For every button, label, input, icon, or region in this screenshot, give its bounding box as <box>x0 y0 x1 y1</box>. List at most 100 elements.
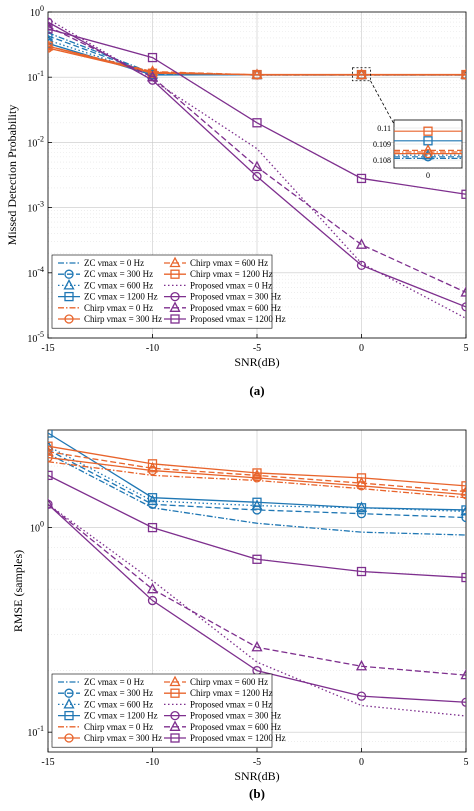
legend-marker <box>64 733 74 743</box>
inset-data-point <box>422 144 434 155</box>
legend-entry: Chirp νmax = 0 Hz <box>58 722 153 732</box>
data-point <box>252 497 262 507</box>
x-axis-label: SNR(dB) <box>234 355 279 369</box>
data-point <box>48 20 54 31</box>
legend-entry: ZC νmax = 600 Hz <box>58 279 153 290</box>
legend-entry: Proposed νmax = 1200 Hz <box>164 314 286 324</box>
series-line <box>48 449 466 519</box>
legend-entry: Proposed νmax = 300 Hz <box>164 711 281 721</box>
data-point <box>461 189 466 199</box>
legend-label: ZC νmax = 600 Hz <box>84 280 153 290</box>
legend-entry: ZC νmax = 0 Hz <box>58 677 144 687</box>
data-point <box>355 238 368 249</box>
x-tick-label: -10 <box>146 343 159 354</box>
legend-label: Proposed νmax = 300 Hz <box>190 292 281 302</box>
data-point <box>356 566 367 577</box>
data-point <box>48 430 53 438</box>
legend-label: Proposed νmax = 600 Hz <box>190 303 281 313</box>
legend-label: Chirp νmax = 600 Hz <box>190 258 268 268</box>
data-point <box>461 697 466 707</box>
series-group <box>48 17 466 319</box>
data-point <box>461 505 466 515</box>
series-line <box>48 25 466 294</box>
data-point <box>461 302 466 312</box>
legend-marker <box>64 291 74 302</box>
legend-label: Chirp νmax = 0 Hz <box>84 722 153 732</box>
series-line <box>48 503 466 703</box>
legend-entry: Chirp νmax = 1200 Hz <box>164 688 273 698</box>
data-point <box>48 497 54 509</box>
data-point <box>147 493 158 503</box>
legend-label: Proposed νmax = 0 Hz <box>190 280 272 290</box>
series-line <box>48 432 466 511</box>
legend-entry: Proposed νmax = 600 Hz <box>164 301 281 313</box>
data-point <box>48 24 53 34</box>
x-tick-label: -15 <box>41 343 54 354</box>
y-tick-label: 100 <box>30 520 44 535</box>
zoom-connector <box>370 80 395 125</box>
data-point <box>461 512 466 523</box>
legend-label: Proposed νmax = 1200 Hz <box>190 314 286 324</box>
legend-label: ZC νmax = 1200 Hz <box>84 292 158 302</box>
legend-marker <box>170 269 180 279</box>
legend-entry: ZC νmax = 0 Hz <box>58 258 144 268</box>
data-point <box>460 286 466 297</box>
x-tick-label: 5 <box>464 757 469 768</box>
data-point <box>147 52 158 63</box>
legend-entry: Proposed νmax = 300 Hz <box>164 292 281 302</box>
data-point <box>251 499 263 510</box>
legend-entry: Chirp νmax = 300 Hz <box>58 314 162 324</box>
data-point <box>147 459 158 469</box>
legend-box <box>51 254 273 329</box>
legend-entry: Proposed νmax = 600 Hz <box>164 720 281 732</box>
data-point <box>251 640 263 652</box>
data-point <box>461 481 466 491</box>
data-point <box>461 69 466 80</box>
legend-label: Chirp νmax = 300 Hz <box>84 733 162 743</box>
data-point <box>147 68 158 78</box>
data-point <box>146 70 159 82</box>
legend-entry: ZC νmax = 300 Hz <box>58 688 153 698</box>
inset-y-tick-label: 0.109 <box>373 140 391 149</box>
data-point <box>48 41 53 51</box>
inset-y-tick-label: 0.108 <box>373 156 391 165</box>
data-point <box>460 485 466 496</box>
legend-marker <box>170 314 180 324</box>
y-tick-label: 10-5 <box>27 330 44 345</box>
data-point <box>252 171 262 182</box>
legend-label: Proposed νmax = 0 Hz <box>190 699 272 709</box>
data-point <box>252 468 262 478</box>
legend-entry: ZC νmax = 1200 Hz <box>58 292 158 302</box>
legend-entry: Proposed νmax = 0 Hz <box>164 280 272 290</box>
legend-marker <box>169 256 181 268</box>
x-tick-label: 0 <box>359 343 364 354</box>
data-point <box>48 31 53 41</box>
series-line <box>48 456 466 496</box>
data-point <box>146 494 159 506</box>
legend-entry: Chirp νmax = 600 Hz <box>164 675 268 687</box>
legend-marker <box>63 698 75 709</box>
panel-caption: (b) <box>249 786 265 801</box>
legend-label: Chirp νmax = 1200 Hz <box>190 269 273 279</box>
data-point <box>147 595 158 606</box>
legend-marker <box>64 688 74 698</box>
legend-label: Proposed νmax = 600 Hz <box>190 722 281 732</box>
legend-box <box>51 673 273 748</box>
legend-marker <box>170 710 180 721</box>
data-point <box>251 160 263 172</box>
data-point <box>356 691 367 701</box>
legend-entry: ZC νmax = 300 Hz <box>58 269 153 279</box>
x-tick-label: -5 <box>253 343 261 354</box>
legend-label: Chirp νmax = 600 Hz <box>190 677 268 687</box>
series-line <box>48 503 466 676</box>
y-tick-label: 10-1 <box>27 724 44 739</box>
legend-label: ZC νmax = 300 Hz <box>84 688 153 698</box>
legend-marker <box>64 314 74 324</box>
data-point <box>48 39 54 51</box>
data-point <box>146 582 159 594</box>
data-point <box>356 69 367 80</box>
series-line <box>48 453 466 536</box>
y-tick-label: 10-4 <box>27 265 44 280</box>
series-line <box>48 451 466 493</box>
